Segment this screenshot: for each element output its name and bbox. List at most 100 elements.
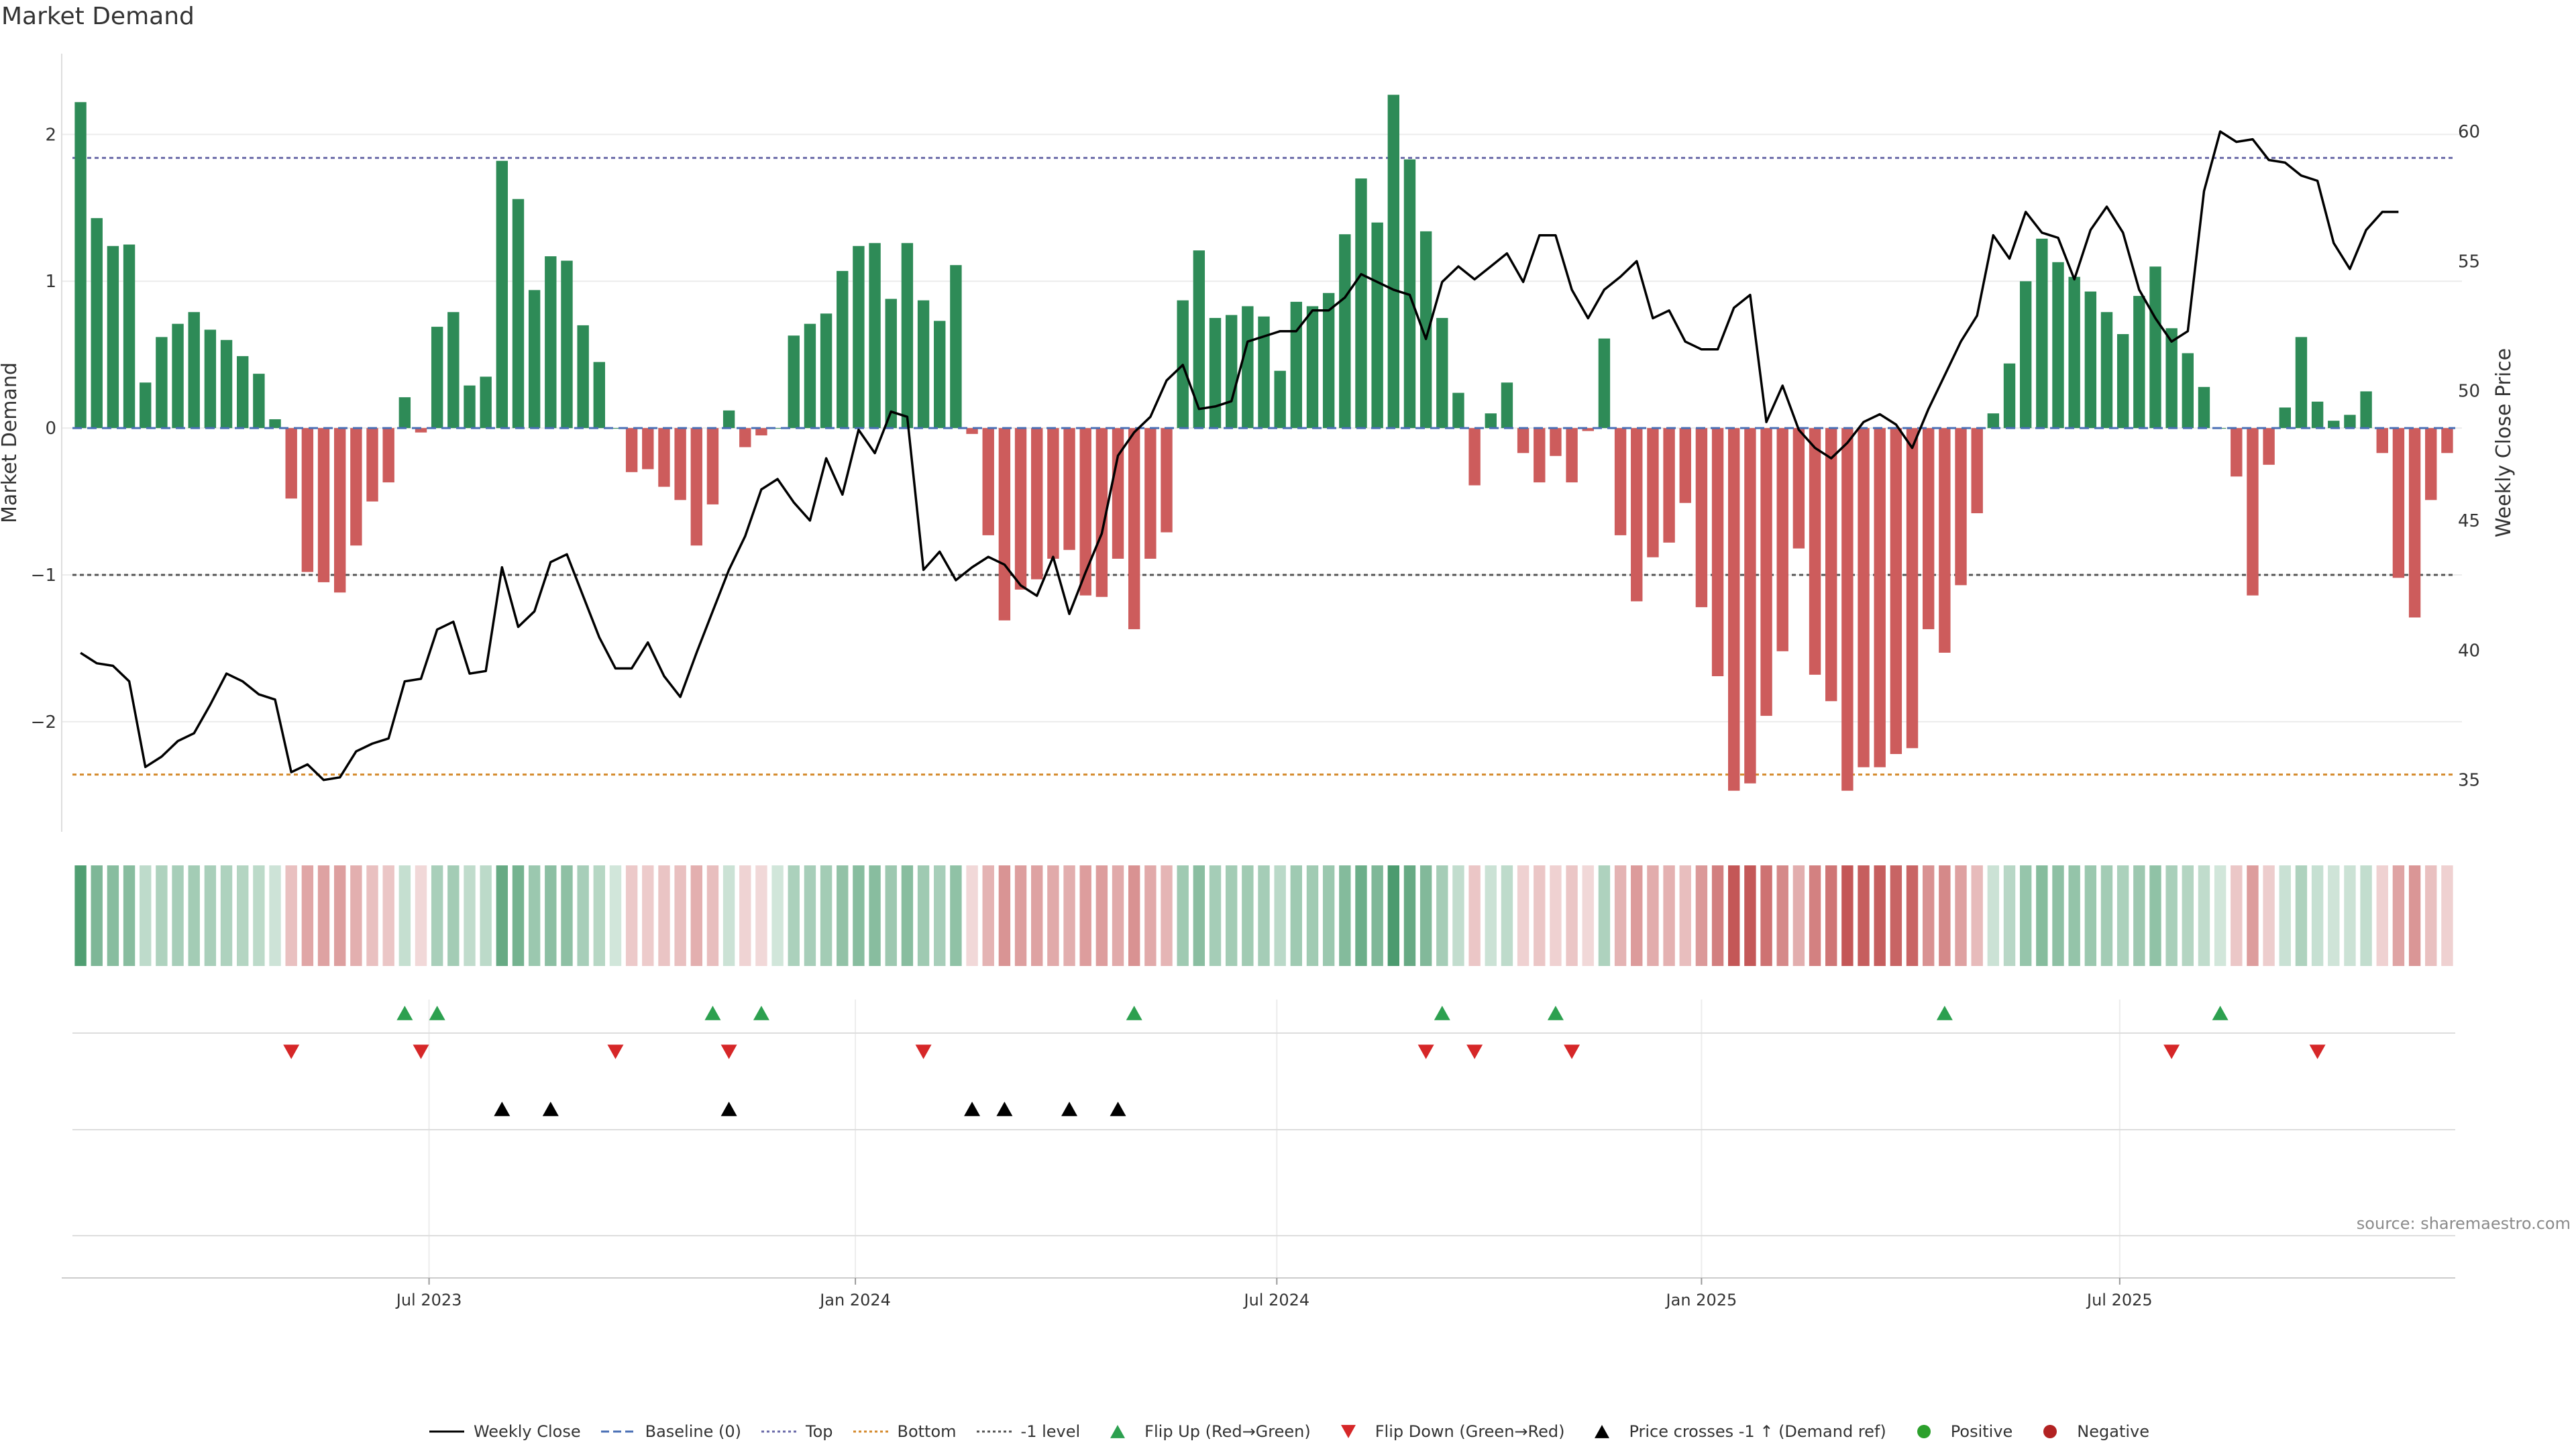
heat-cell [1971,865,1983,966]
heat-cell [2328,865,2340,966]
demand-bar [2149,266,2161,429]
heat-cell [398,865,411,966]
heat-cell [1242,865,1254,966]
heat-cell [1825,865,1837,966]
flip-down-marker [1564,1044,1580,1059]
demand-bar [820,313,833,429]
source-note: source: sharemaestro.com [2356,1214,2571,1233]
demand-bar [901,243,914,429]
heat-cell [1193,865,1205,966]
demand-bar [804,323,816,429]
demand-bar [1987,413,2000,429]
heat-cell [1128,865,1140,966]
heat-cell [1339,865,1351,966]
heat-cell [1728,865,1740,966]
demand-bar [2133,296,2145,429]
price-cross-marker [1110,1102,1126,1116]
demand-bar [1112,428,1124,559]
heat-cell [1387,865,1400,966]
demand-bar [350,428,362,546]
demand-bar [1290,301,1303,429]
demand-bar [172,323,184,429]
heat-cell [722,865,735,966]
legend-symbol [600,1430,636,1433]
heat-cell [2311,865,2324,966]
heat-cell [966,865,978,966]
demand-bar [771,428,784,429]
demand-bar [382,428,394,483]
demand-bar [1874,428,1886,767]
flip-down-marker [2309,1044,2326,1059]
heat-cell [1582,865,1594,966]
demand-bar [1225,315,1238,429]
heat-cell [1031,865,1043,966]
heat-cell [1809,865,1821,966]
heat-cell [2052,865,2064,966]
heat-cell [253,865,265,966]
demand-bar [204,329,217,429]
demand-bar [1647,428,1659,557]
heat-cell [1890,865,1902,966]
demand-bar [2100,312,2113,429]
heat-cell [1322,865,1335,966]
demand-bar [2198,386,2210,429]
heat-cell [366,865,378,966]
heat-cell [269,865,281,966]
heat-cell [804,865,816,966]
demand-bar [107,246,119,429]
x-tick-label: Jan 2024 [818,1291,891,1309]
demand-bar [966,428,978,434]
flip-up-marker [1434,1006,1450,1020]
flip-up-marker [704,1006,721,1020]
heat-cell [301,865,314,966]
demand-bar [1258,316,1270,429]
demand-bar [1501,382,1513,429]
heat-cell [2408,865,2421,966]
demand-bar [333,428,346,593]
demand-bar [1209,317,1222,429]
heat-cell [1955,865,1967,966]
legend-label: Flip Down (Green→Red) [1375,1422,1565,1441]
flip-down-marker [2163,1044,2180,1059]
demand-bar [2019,281,2032,429]
demand-bar [91,218,103,429]
heat-cell [1906,865,1919,966]
heat-cell [1501,865,1513,966]
y2-axis-label: Weekly Close Price [2492,348,2516,537]
demand-bar [853,246,865,429]
legend-symbol [853,1430,888,1433]
demand-bar [415,428,427,433]
demand-bar [431,327,443,429]
heat-cell [2441,865,2453,966]
demand-bar [496,160,508,429]
demand-bar [1598,338,1611,429]
demand-bar [2279,407,2291,429]
heat-cell [788,865,800,966]
demand-bar [1809,428,1821,675]
heat-cell [1711,865,1724,966]
demand-bar [788,335,800,429]
legend-label: Flip Up (Red→Green) [1144,1422,1311,1441]
heat-cell [1079,865,1091,966]
price-cross-marker [1061,1102,1078,1116]
legend-label: Baseline (0) [645,1422,741,1441]
legend-symbol [1595,1425,1610,1438]
demand-bar [1419,231,1432,429]
y-tick-label: −1 [31,566,56,586]
demand-bar [2068,276,2080,429]
y2-tick-label: 60 [2458,122,2480,142]
demand-bar [1939,428,1951,653]
demand-bar [1128,428,1140,629]
heat-cell [2100,865,2113,966]
flip-down-marker [720,1044,737,1059]
heat-cell [2003,865,2016,966]
price-cross-marker [720,1102,737,1116]
demand-bar [1841,428,1854,791]
heat-cell [204,865,217,966]
legend-item: Positive [1904,1422,2012,1441]
demand-bar [528,290,541,429]
demand-bar [2441,428,2453,453]
heat-cell [1112,865,1124,966]
demand-bar [1193,250,1205,429]
heat-cell [1419,865,1432,966]
